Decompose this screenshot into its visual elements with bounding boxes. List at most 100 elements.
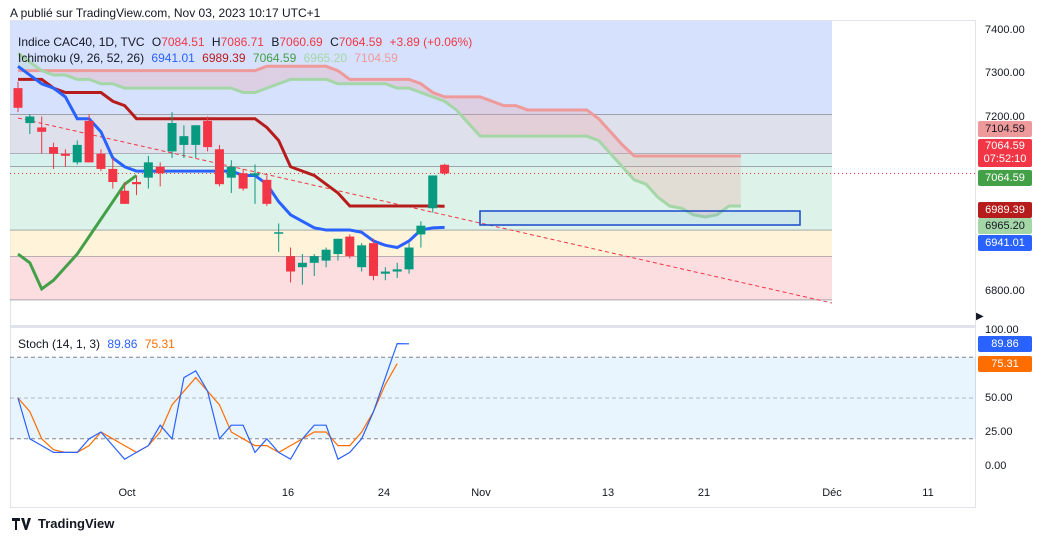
- stoch-d-value: 75.31: [144, 337, 175, 351]
- fib-zone: [10, 114, 832, 154]
- candle-body: [179, 136, 189, 145]
- time-tick-24: 24: [377, 487, 391, 499]
- tag-conversion: 6941.01: [978, 235, 1032, 251]
- stoch-k-value: 89.86: [107, 337, 138, 351]
- candle-body: [132, 182, 141, 185]
- price-tick-7400: 7400.00: [985, 24, 1025, 36]
- cloud-segment: [124, 70, 137, 89]
- cloud-segment: [290, 66, 303, 80]
- candle-body: [309, 256, 319, 263]
- tag-base: 6989.39: [978, 202, 1032, 218]
- cloud-segment: [207, 70, 220, 89]
- cloud-segment: [729, 155, 741, 207]
- stoch-tick-100: 100.00: [985, 324, 1019, 336]
- base-line: [18, 77, 445, 208]
- candle-body: [96, 153, 106, 169]
- candle-body: [167, 123, 177, 152]
- cloud-segment: [515, 105, 528, 137]
- time-tick-16: 16: [281, 487, 295, 499]
- candle-body: [333, 238, 343, 255]
- candle-body: [321, 249, 331, 261]
- cloud-segment: [136, 70, 149, 89]
- candle-body: [49, 147, 59, 154]
- candle-body: [84, 120, 94, 163]
- tradingview-logo-icon: [12, 517, 31, 530]
- candle-body: [274, 232, 284, 234]
- candle-body: [440, 164, 450, 174]
- cloud-segment: [243, 70, 255, 93]
- tag-span-b: 7104.59: [978, 121, 1032, 137]
- candle-body: [250, 173, 260, 176]
- low-value: 7060.69: [279, 35, 323, 49]
- candle-body: [120, 190, 130, 204]
- high-value: 7086.71: [220, 35, 264, 49]
- cloud-segment: [77, 70, 90, 80]
- cloud-segment: [657, 155, 670, 207]
- cloud-segment: [456, 96, 469, 124]
- cloud-segment: [231, 70, 244, 93]
- low-label: B: [271, 35, 280, 49]
- cloud-segment: [480, 96, 492, 137]
- candle-body: [238, 173, 248, 189]
- time-tick-oct: Oct: [118, 487, 136, 499]
- candle-body: [25, 116, 35, 124]
- open-label: O: [151, 35, 162, 49]
- cloud-segment: [148, 70, 161, 89]
- candle-body: [286, 256, 296, 272]
- cloud-segment: [172, 70, 184, 89]
- candle-body: [143, 162, 153, 178]
- high-label: H: [211, 35, 221, 49]
- cloud-segment: [681, 155, 694, 215]
- ichimoku-legend: Ichimoku (9, 26, 52, 26) 6941.01 6989.39…: [18, 51, 402, 65]
- footer-brand[interactable]: TradingView: [12, 516, 114, 531]
- fib-zone-top: [10, 21, 832, 115]
- candle-body: [155, 166, 165, 174]
- cloud-segment: [669, 155, 682, 209]
- pane-divider[interactable]: [10, 325, 976, 328]
- scroll-to-realtime-arrow-icon[interactable]: ▶: [976, 311, 984, 322]
- candle-body: [262, 179, 272, 204]
- candle-body: [13, 88, 23, 108]
- price-tick-6800: 6800.00: [985, 285, 1025, 297]
- candle-body: [345, 236, 355, 257]
- candle-body: [416, 225, 426, 235]
- time-tick-nov: Nov: [471, 487, 491, 499]
- span-b-line: [18, 64, 741, 158]
- price-tick-7300: 7300.00: [985, 67, 1025, 79]
- candle-body: [369, 243, 378, 276]
- stoch-tick-50: 50.00: [985, 392, 1013, 404]
- candle-body: [404, 247, 414, 270]
- ichimoku-base: 6989.39: [202, 51, 246, 65]
- cloud-segment: [634, 155, 647, 185]
- footer-brand-label: TradingView: [38, 516, 115, 531]
- tag-stoch-k: 89.86: [978, 336, 1032, 352]
- ichimoku-name: Ichimoku (9, 26, 52, 26): [18, 51, 145, 65]
- cloud-segment: [409, 79, 421, 93]
- candle-body: [380, 271, 390, 274]
- published-caption: A publié sur TradingView.com, Nov 03, 20…: [10, 6, 321, 20]
- cloud-segment: [717, 155, 729, 215]
- candle-body: [357, 245, 367, 268]
- cloud-segment: [266, 66, 279, 89]
- time-tick-dec: Déc: [822, 487, 842, 499]
- close-value: 7064.59: [338, 35, 383, 49]
- candle-body: [108, 168, 118, 183]
- stoch-legend: Stoch (14, 1, 3) 89.86 75.31: [18, 337, 179, 351]
- tag-lagging: 7064.59: [978, 170, 1032, 186]
- fib-zone: [10, 256, 832, 300]
- stoch-tick-25: 25.00: [985, 426, 1013, 438]
- cloud-segment: [574, 109, 587, 137]
- cloud-segment: [219, 70, 232, 89]
- main-legend: Indice CAC40, 1D, TVC O7084.51 H7086.71 …: [18, 35, 476, 49]
- cloud-segment: [397, 79, 410, 89]
- open-value: 7084.51: [161, 35, 205, 49]
- candle-body: [191, 125, 201, 145]
- lagging-line: [17, 174, 138, 292]
- tag-countdown: 07:52:10: [983, 153, 1027, 165]
- cloud-segment: [492, 101, 504, 137]
- time-tick-11: 11: [922, 487, 934, 499]
- price-tick-7200: 7200.00: [985, 111, 1025, 123]
- cloud-segment: [255, 66, 267, 93]
- span-a-line: [17, 51, 741, 219]
